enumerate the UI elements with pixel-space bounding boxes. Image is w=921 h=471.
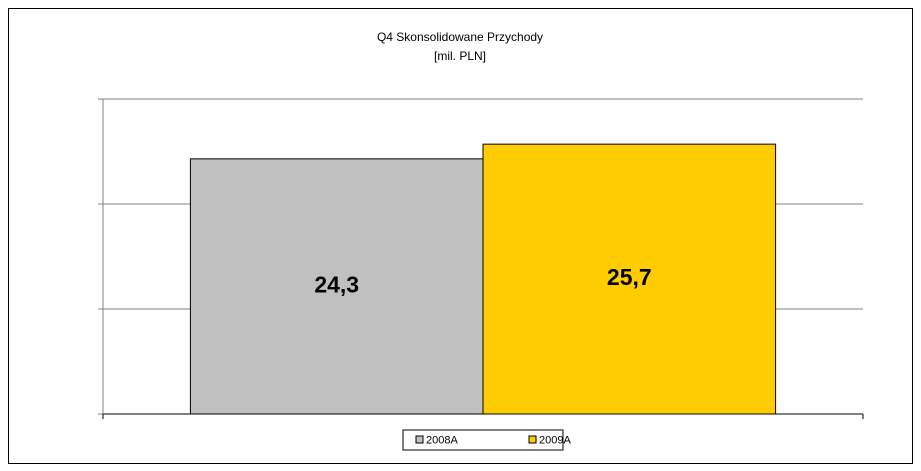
legend-swatch [528,435,537,444]
legend-label: 2008A [426,434,458,446]
bar [189,158,484,415]
legend-swatch [415,435,424,444]
legend-label: 2009A [539,434,571,446]
chart-subtitle: [mil. PLN] [434,49,486,63]
chart-title: Q4 Skonsolidowane Przychody [377,30,543,44]
bar [482,143,777,415]
data-label: 25,7 [607,264,652,290]
data-label: 24,3 [314,272,359,298]
legend-box [402,429,564,451]
